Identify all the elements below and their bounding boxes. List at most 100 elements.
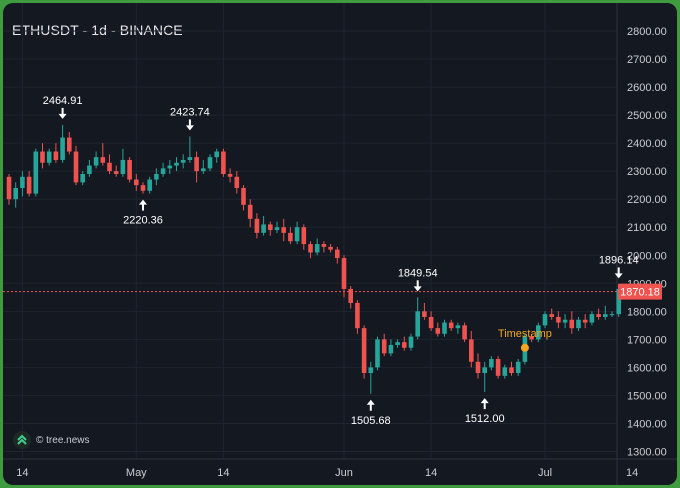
candle-body [529,336,534,340]
price-annotation: 2464.91 [43,95,83,107]
candle-body [160,168,166,174]
price-tick-label: 2600.00 [627,82,667,94]
candle-body [536,325,541,340]
candle-body [53,151,59,160]
time-tick-label: Jun [335,467,353,479]
candle-body [100,157,106,163]
candle-body [221,151,226,174]
candle-body [187,157,193,160]
candle-body [46,151,52,163]
candle-body [549,314,554,317]
arrow-stem [416,280,419,288]
candle-body [328,246,333,250]
price-tick-label: 1700.00 [627,334,667,346]
candle-body [227,173,233,177]
candle-body [93,157,99,166]
timestamp-marker-label: Timestamp [498,328,552,340]
price-annotation: 1896.14 [599,254,639,266]
price-tick-label: 2000.00 [627,250,667,262]
price-tick-label: 1600.00 [627,362,667,374]
candle-body [455,325,461,329]
candle-body [140,185,146,191]
price-tick-label: 2100.00 [627,222,667,234]
candle-body [355,302,360,329]
candle-body [13,187,18,200]
candle-body [80,173,85,183]
up-arrow-icon [366,399,375,405]
candle-body [281,227,286,233]
candle-body [462,325,467,340]
price-tick-label: 1300.00 [627,447,667,459]
candle-body [127,159,132,180]
candle-body [167,165,173,169]
time-tick-label: 14 [626,467,638,479]
candle-body [515,361,521,374]
candle-body [569,319,575,329]
candle-body [616,288,621,315]
candle-body [113,171,119,174]
candle-body [294,227,300,242]
candle-body [415,311,420,337]
candle-body [20,176,25,188]
arrow-stem [483,402,486,410]
price-annotation: 1512.00 [465,413,505,425]
candle-body [321,244,327,247]
candle-body [542,314,548,326]
price-tick-label: 2500.00 [627,110,667,122]
candle-body [582,319,588,323]
time-tick-label: May [126,467,147,479]
arrow-stem [188,119,191,127]
candle-body [154,173,159,180]
candle-body [174,162,179,166]
candle-body [395,342,400,345]
candle-body [368,367,374,374]
candle-body [214,151,219,158]
candle-body [589,314,595,323]
candle-body [502,367,508,376]
candle-body [254,218,260,233]
candle-body [107,162,112,172]
candle-body [134,179,139,186]
candle-body [288,232,293,242]
price-chart[interactable]: 2800.00 2700.00 2600.00 2500.00 2400.00 2300.… [3,3,677,485]
price-annotation: 2423.74 [170,106,210,118]
candle-body [120,159,126,174]
watermark: © tree.news [13,431,90,449]
candle-body [422,311,427,317]
candle-body [207,157,213,169]
candle-body [241,187,246,205]
price-annotation: 1849.54 [398,267,438,279]
tree-news-logo-icon [13,431,31,449]
candle-body [596,314,601,317]
arrow-stem [369,403,372,411]
candle-body [442,322,447,334]
candle-body [201,168,206,172]
price-axis-area [617,3,677,485]
candle-body [60,137,65,160]
price-tick-label: 1500.00 [627,390,667,402]
candle-body [335,249,340,259]
candle-body [475,361,481,374]
down-arrow-icon [413,286,422,292]
candle-body [576,319,581,329]
time-tick-label: Jul [538,467,552,479]
price-tick-label: 1800.00 [627,306,667,318]
watermark-text: © tree.news [36,434,90,446]
price-tick-label: 2300.00 [627,166,667,178]
candle-body [609,314,615,316]
time-tick-label: 14 [425,467,437,479]
candle-body [314,244,320,253]
candle-body [194,157,199,172]
candle-body [448,322,454,329]
candle-body [33,151,39,194]
price-tick-label: 1400.00 [627,418,667,430]
last-price-tag [618,283,662,300]
arrow-stem [142,203,144,211]
candle-body [301,227,307,245]
up-arrow-icon [480,398,489,404]
candle-body [247,204,253,219]
timestamp-marker-dot [520,343,529,352]
candle-body [556,316,561,323]
candle-body [26,176,32,194]
candle-body [428,316,434,329]
